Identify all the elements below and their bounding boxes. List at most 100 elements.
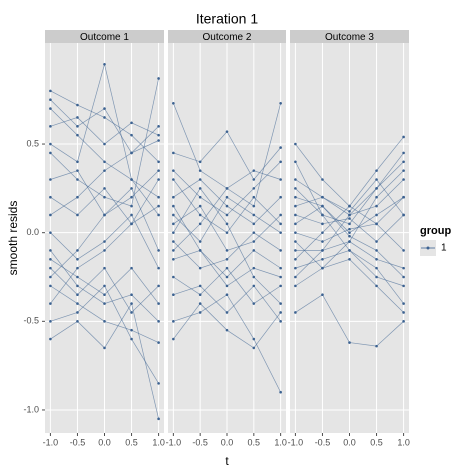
x-tick-label: 1.0 [274, 437, 287, 447]
point [348, 204, 351, 208]
point [76, 169, 79, 172]
point [49, 337, 52, 341]
point [279, 178, 282, 181]
point [130, 187, 133, 190]
point [348, 217, 351, 220]
point [76, 249, 79, 252]
point [198, 249, 202, 252]
point [402, 169, 405, 172]
point [252, 178, 256, 181]
point [225, 328, 229, 332]
point [49, 178, 52, 181]
point [294, 195, 297, 199]
point [130, 151, 133, 155]
strip-label: Outcome 1 [80, 32, 129, 43]
point [279, 249, 282, 252]
x-tick-label: 0.0 [221, 437, 234, 447]
point [279, 275, 282, 279]
point [198, 213, 202, 217]
point [157, 125, 160, 128]
point [49, 284, 52, 288]
point [294, 222, 297, 226]
point [294, 284, 297, 288]
point [103, 249, 106, 252]
point [348, 222, 351, 226]
point [103, 107, 106, 110]
point [157, 169, 160, 172]
point [348, 231, 351, 234]
point [279, 311, 282, 314]
point [157, 320, 160, 323]
point [76, 125, 79, 128]
point [225, 275, 229, 279]
point [225, 204, 229, 208]
point [321, 257, 324, 261]
point [157, 133, 160, 137]
point [172, 320, 175, 323]
point [252, 204, 256, 208]
point [198, 160, 202, 164]
point [402, 178, 405, 181]
point [198, 266, 202, 270]
point [402, 275, 405, 279]
point [172, 213, 175, 217]
point [225, 249, 229, 252]
point [348, 210, 351, 213]
point [375, 249, 378, 252]
point [103, 346, 106, 350]
point [402, 311, 405, 314]
point [157, 249, 160, 252]
y-tick-label: -0.5 [23, 316, 39, 326]
point [157, 417, 160, 421]
point [76, 311, 79, 314]
point [402, 302, 405, 305]
point [172, 178, 175, 181]
point [76, 275, 79, 279]
point [348, 213, 351, 217]
point [294, 231, 297, 234]
point [225, 195, 229, 199]
point [76, 257, 79, 261]
point [49, 266, 52, 270]
point [76, 195, 79, 199]
point [76, 116, 79, 119]
point [130, 302, 133, 305]
point [375, 257, 378, 261]
point [76, 320, 79, 323]
point [375, 187, 378, 190]
strip-label: Outcome 3 [325, 32, 374, 43]
point [103, 195, 106, 199]
y-axis-title: smooth resids [6, 201, 20, 276]
point [321, 204, 324, 208]
point [157, 302, 160, 305]
point [103, 62, 106, 66]
point [172, 337, 175, 341]
point [294, 187, 297, 190]
point [375, 178, 378, 181]
point [76, 213, 79, 217]
point [130, 133, 133, 137]
point [103, 116, 106, 119]
point [321, 195, 324, 199]
x-tick-label: 0.0 [98, 437, 111, 447]
point [225, 222, 229, 226]
point [279, 101, 282, 105]
point [294, 275, 297, 279]
point [279, 160, 282, 164]
point [157, 213, 160, 217]
point [49, 249, 52, 252]
point [157, 139, 160, 142]
x-tick-label: 0.5 [248, 437, 261, 447]
point [402, 151, 405, 155]
x-tick-label: 1.0 [152, 437, 165, 447]
point [252, 275, 256, 279]
point [157, 266, 160, 270]
point [130, 293, 133, 297]
point [252, 249, 256, 252]
point [294, 311, 297, 314]
point [252, 169, 256, 172]
point [402, 195, 405, 199]
point [225, 130, 229, 133]
point [49, 151, 52, 155]
